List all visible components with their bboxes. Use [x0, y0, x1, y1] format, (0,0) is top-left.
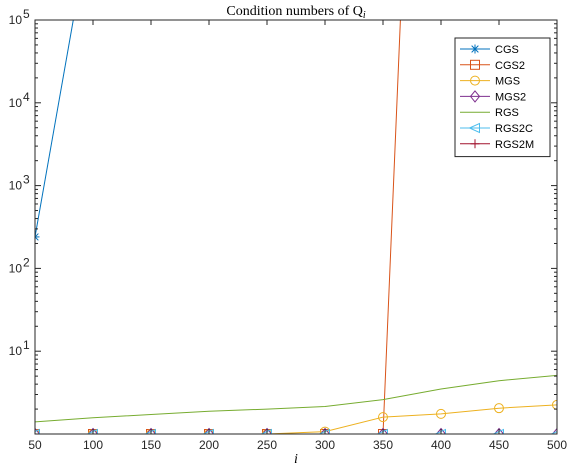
data-point-mgs-shape: [436, 408, 446, 419]
y-tick-label: 10: [9, 179, 23, 193]
x-tick-label: 150: [141, 438, 161, 452]
y-tick-base: 10: [9, 96, 23, 110]
x-tick-label: 350: [373, 438, 393, 452]
y-tick-exponent: 3: [23, 173, 30, 187]
data-point-mgs2-shape: [493, 427, 505, 434]
legend-swatch-marker-stroke: [471, 45, 479, 53]
data-point-mgs2: [319, 427, 331, 434]
legend-label: CGS2: [495, 60, 525, 72]
data-point-mgs-shape: [552, 399, 557, 410]
data-point-mgs2: [261, 427, 273, 434]
y-tick-label: 10: [9, 96, 23, 110]
legend-item-mgs2: MGS2: [460, 90, 526, 103]
data-point-mgs2: [551, 427, 557, 434]
data-point-mgs: [378, 412, 388, 423]
series-line-mgs: [35, 404, 557, 434]
data-point-mgs2: [435, 427, 447, 434]
data-point-mgs-shape: [378, 412, 388, 423]
series-line-cgs: [35, 20, 74, 238]
legend-swatch-marker: [470, 139, 480, 149]
data-point-mgs2: [203, 427, 215, 434]
y-tick-base: 10: [9, 344, 23, 358]
legend-label: RGS2M: [495, 139, 534, 151]
legend-item-rgs2c: RGS2C: [460, 122, 533, 135]
data-point-mgs2: [493, 427, 505, 434]
legend-swatch-marker-shape: [469, 90, 481, 103]
data-point-mgs: [552, 399, 557, 410]
axes-box: [34, 19, 558, 435]
data-point-mgs2: [377, 427, 389, 434]
chart-title-subscript: i: [363, 10, 366, 21]
data-point-mgs: [436, 408, 446, 419]
data-point-mgs2-shape: [35, 427, 41, 434]
legend-swatch-marker: [470, 59, 480, 70]
legend-item-mgs: MGS: [460, 75, 520, 88]
data-point-mgs2-shape: [435, 427, 447, 434]
x-tick-label: 50: [28, 438, 42, 452]
legend: CGS CGS2 MGS MGS2 RGS RGS2C RGS2M: [454, 37, 551, 158]
legend-swatch-marker: [470, 44, 480, 54]
chart-title: Condition numbers of Qi: [226, 4, 366, 21]
data-point-mgs2-shape: [145, 427, 157, 434]
chart-title-text: Condition numbers of Q: [226, 4, 363, 19]
x-tick-label: 500: [547, 438, 567, 452]
x-tick-label: 300: [315, 438, 335, 452]
legend-swatch-marker-shape: [468, 122, 480, 134]
x-tick-label: 250: [257, 438, 277, 452]
legend-label: MGS2: [495, 91, 526, 103]
x-tick-label: 100: [83, 438, 103, 452]
data-point-mgs: [494, 403, 504, 414]
data-point-mgs2: [87, 427, 99, 434]
y-tick-exponent: 2: [23, 255, 30, 269]
y-tick-label: 10: [9, 261, 23, 275]
data-point-mgs2-shape: [377, 427, 389, 434]
y-tick-base: 10: [9, 179, 23, 193]
data-point-cgs-stroke: [35, 233, 39, 238]
y-tick-label: 10: [9, 344, 23, 358]
legend-item-rgs2m: RGS2M: [460, 139, 534, 151]
legend-label: CGS: [495, 44, 519, 56]
legend-swatch-marker: [468, 122, 480, 134]
data-point-mgs2-shape: [551, 427, 557, 434]
series-line-cgs2: [35, 20, 401, 434]
data-point-mgs-shape: [494, 403, 504, 414]
y-tick-base: 10: [9, 13, 23, 27]
legend-item-cgs2: CGS2: [460, 59, 525, 72]
y-tick-base: 10: [9, 261, 23, 275]
x-axis-label: i: [294, 452, 298, 467]
series-line-rgs: [35, 374, 557, 423]
data-point-mgs2-shape: [87, 427, 99, 434]
y-tick-exponent: 1: [23, 338, 30, 352]
data-point-mgs2-shape: [261, 427, 273, 434]
legend-label: RGS2C: [495, 123, 533, 135]
y-tick-exponent: 4: [23, 90, 30, 104]
data-point-cgs: [35, 232, 40, 242]
data-point-mgs2: [35, 427, 41, 434]
x-tick-label: 450: [489, 438, 509, 452]
legend-label: RGS: [495, 107, 519, 119]
data-point-mgs2-shape: [203, 427, 215, 434]
legend-swatch-marker-shape: [470, 75, 480, 86]
legend-item-cgs: CGS: [460, 44, 519, 56]
x-tick-label: 400: [431, 438, 451, 452]
y-tick-exponent: 5: [23, 7, 30, 21]
data-point-mgs2: [145, 427, 157, 434]
legend-item-rgs: RGS: [460, 107, 519, 119]
data-point-mgs2-shape: [319, 427, 331, 434]
legend-swatch-marker-shape: [470, 59, 480, 70]
data-point-cgs-stroke: [35, 236, 39, 241]
x-tick-label: 200: [199, 438, 219, 452]
legend-swatch-marker: [469, 90, 481, 103]
legend-swatch-marker: [470, 75, 480, 86]
legend-label: MGS: [495, 76, 520, 88]
y-tick-label: 10: [9, 13, 23, 27]
